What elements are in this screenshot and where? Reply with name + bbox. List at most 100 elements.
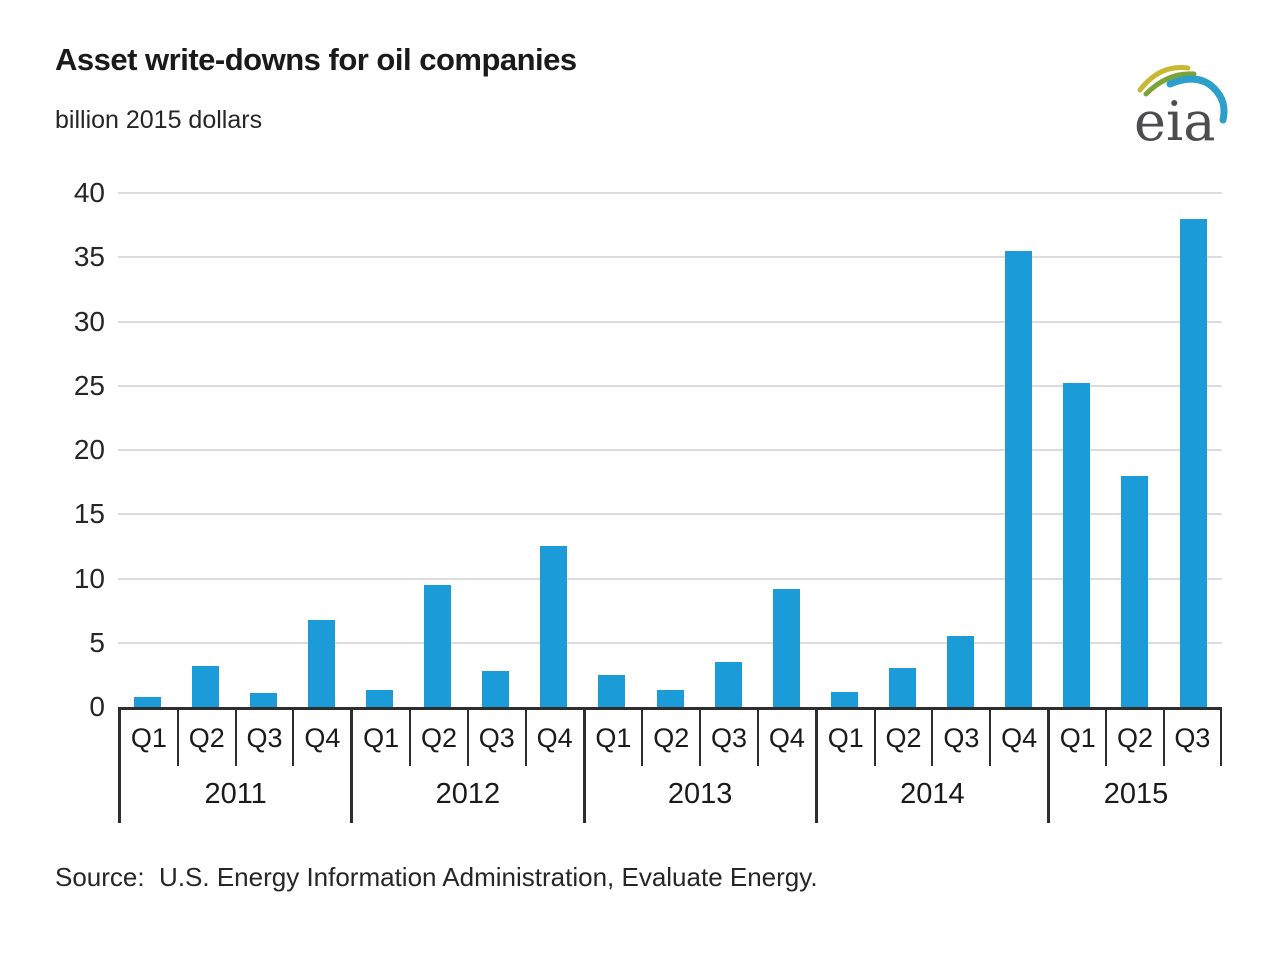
- year-group: Q1 Q2 Q3 Q4 2014: [814, 710, 1047, 823]
- bar: [830, 691, 858, 707]
- eia-logo-leaf-yellow: [1137, 64, 1191, 93]
- bar-cell: [699, 193, 757, 707]
- bar-cell: [467, 193, 525, 707]
- x-axis-quarter-label: Q2: [411, 710, 469, 766]
- year-group: Q1 Q2 Q3 Q4 2012: [350, 710, 582, 823]
- year-group: Q1 Q2 Q3 2015: [1047, 710, 1222, 823]
- y-axis-tick-label: 30: [73, 305, 105, 337]
- bar-cell: [525, 193, 583, 707]
- bar-cell: [118, 193, 176, 707]
- y-axis-tick-label: 10: [73, 562, 105, 594]
- gridline: [118, 192, 1222, 194]
- quarter-row: Q1 Q2 Q3: [1050, 710, 1222, 766]
- x-axis-quarter-label: Q2: [643, 710, 702, 766]
- bar-cell: [1048, 193, 1106, 707]
- bar-cell: [815, 193, 873, 707]
- eia-logo-text: eia: [1134, 90, 1215, 148]
- x-axis-year-label: 2014: [900, 778, 965, 810]
- eia-logo-arc-blue: [1166, 75, 1228, 124]
- bar-cell: [641, 193, 699, 707]
- quarter-row: Q1 Q2 Q3 Q4: [818, 710, 1047, 766]
- bar: [307, 619, 335, 707]
- gridline: [118, 384, 1222, 387]
- bar-cell: [932, 193, 990, 707]
- x-axis-quarter-label: Q1: [1050, 710, 1108, 766]
- bar: [772, 588, 800, 707]
- x-axis-quarter-label: Q2: [876, 710, 934, 766]
- y-axis-tick-label: 35: [73, 241, 105, 273]
- quarter-row: Q1 Q2 Q3 Q4: [121, 710, 350, 766]
- bar-cell: [409, 193, 467, 707]
- gridline: [118, 256, 1222, 259]
- bar: [1179, 218, 1207, 707]
- bar: [1005, 250, 1033, 707]
- quarter-row: Q1 Q2 Q3 Q4: [586, 710, 815, 766]
- bar: [714, 662, 742, 707]
- bar-cell: [873, 193, 931, 707]
- bar: [482, 671, 510, 707]
- bar: [249, 692, 277, 707]
- bar-cell: [350, 193, 408, 707]
- x-axis-quarter-label: Q3: [469, 710, 527, 766]
- bar: [947, 636, 975, 707]
- gridline: [118, 641, 1222, 644]
- x-axis: Q1 Q2 Q3 Q4 2011 Q1 Q2 Q3 Q4 2012 Q1 Q2 Q3 Q4 2013 Q1 Q2…: [118, 710, 1222, 823]
- chart-subtitle: billion 2015 dollars: [55, 106, 263, 134]
- x-axis-quarter-label: Q2: [1107, 710, 1165, 766]
- y-axis-tick-label: 0: [89, 691, 105, 722]
- x-axis-year-label: 2012: [435, 778, 501, 810]
- chart-title: Asset write-downs for oil companies: [55, 42, 577, 77]
- bar: [365, 690, 393, 707]
- gridline: [118, 449, 1222, 451]
- x-axis-quarter-label: Q4: [1001, 722, 1038, 753]
- gridline: [118, 320, 1222, 323]
- bars-container: [118, 193, 1222, 707]
- bar: [1063, 383, 1091, 707]
- bar-cell: [1164, 193, 1222, 707]
- bar: [540, 546, 568, 707]
- y-axis-tick-label: 40: [73, 177, 105, 208]
- y-axis-tick-label: 5: [89, 626, 105, 658]
- bar-cell: [583, 193, 641, 707]
- eia-logo: eia: [1126, 52, 1242, 153]
- y-axis-tick-label: 15: [73, 498, 105, 530]
- eia-logo-graphic: eia: [1134, 64, 1228, 153]
- x-axis-year-label: 2011: [204, 778, 267, 810]
- x-axis-quarter-label: Q1: [586, 710, 644, 766]
- bar: [888, 668, 916, 707]
- x-axis-quarter-label: Q4: [536, 722, 573, 753]
- bar-cell: [1106, 193, 1164, 707]
- x-axis-quarter-label: Q1: [818, 710, 876, 766]
- bar: [133, 696, 161, 707]
- bar: [191, 665, 219, 707]
- x-axis-quarter-label: Q4: [768, 722, 805, 753]
- bar-cell: [292, 193, 350, 707]
- bar-cell: [176, 193, 234, 707]
- plot-area: [118, 192, 1222, 710]
- year-group: Q1 Q2 Q3 Q4 2013: [582, 710, 815, 823]
- source-note: Source: U.S. Energy Information Administ…: [55, 862, 818, 892]
- gridline: [118, 577, 1222, 580]
- x-axis-year-label: 2015: [1103, 778, 1169, 810]
- bar: [1121, 475, 1149, 707]
- x-axis-quarter-label: Q3: [933, 710, 992, 766]
- x-axis-quarter-label: Q3: [237, 710, 295, 766]
- eia-logo-leaf-green: [1143, 71, 1197, 97]
- bar-cell: [234, 193, 292, 707]
- y-axis-tick-label: 25: [73, 369, 105, 401]
- x-axis-quarter-label: Q4: [304, 722, 341, 753]
- x-axis-quarter-label: Q3: [701, 710, 759, 766]
- bar-cell: [990, 193, 1048, 707]
- y-axis-tick-label: 20: [73, 434, 105, 465]
- bar-cell: [757, 193, 815, 707]
- bar: [598, 674, 626, 707]
- x-axis-year-label: 2013: [667, 778, 733, 810]
- quarter-row: Q1 Q2 Q3 Q4: [353, 710, 582, 766]
- y-axis: 0 5 10 15 20 25 30 35 40: [50, 177, 105, 722]
- x-axis-quarter-label: Q2: [179, 710, 237, 766]
- gridline: [118, 513, 1222, 516]
- x-axis-quarter-label: Q1: [121, 710, 179, 766]
- x-axis-quarter-label: Q1: [353, 710, 412, 766]
- x-axis-quarter-label: Q3: [1165, 710, 1222, 766]
